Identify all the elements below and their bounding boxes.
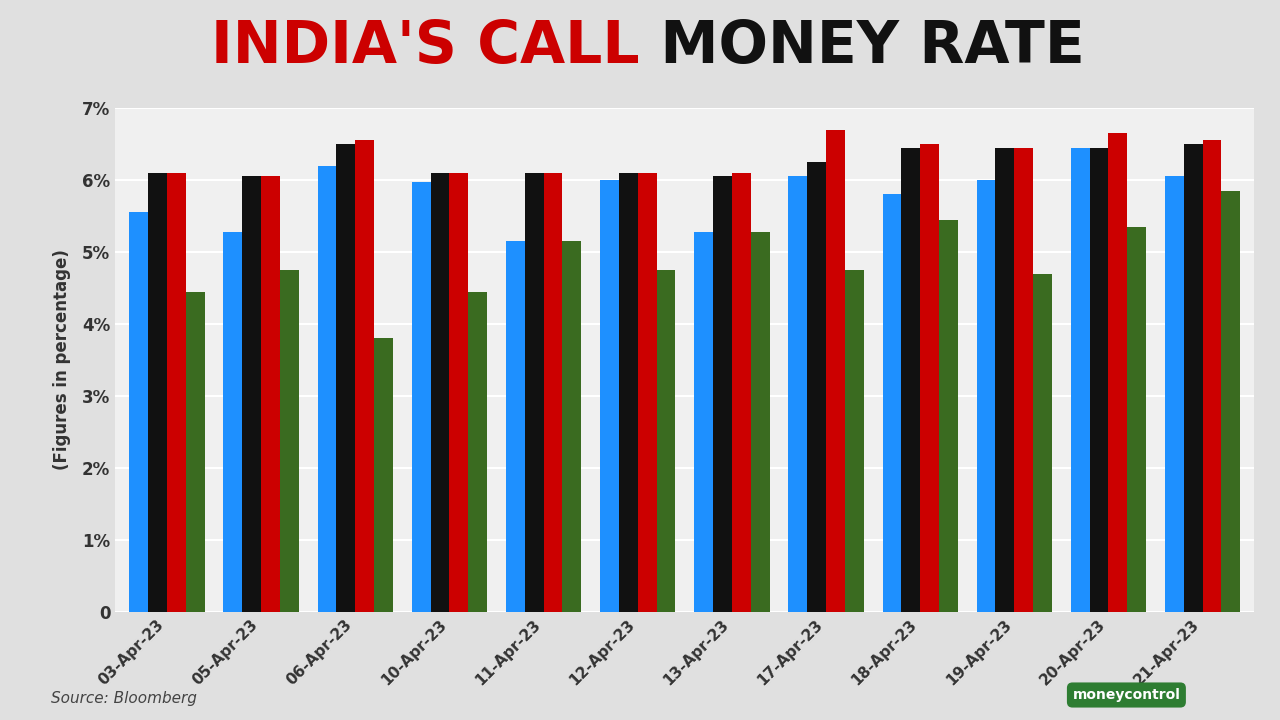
Bar xyxy=(713,176,732,612)
Bar xyxy=(1221,191,1240,612)
Bar xyxy=(901,148,920,612)
Bar xyxy=(1089,148,1108,612)
Bar xyxy=(1184,144,1203,612)
Bar xyxy=(242,176,261,612)
Bar xyxy=(845,270,864,612)
Bar xyxy=(637,173,657,612)
Bar xyxy=(732,173,750,612)
Bar xyxy=(1014,148,1033,612)
Bar xyxy=(468,292,488,612)
Bar xyxy=(1128,227,1146,612)
Bar xyxy=(750,232,769,612)
Bar xyxy=(808,162,826,612)
Bar xyxy=(186,292,205,612)
Bar xyxy=(148,173,166,612)
Bar xyxy=(826,130,845,612)
Bar xyxy=(788,176,808,612)
Bar xyxy=(620,173,637,612)
Bar xyxy=(261,176,280,612)
Bar xyxy=(882,194,901,612)
Y-axis label: (Figures in percentage): (Figures in percentage) xyxy=(52,250,70,470)
Bar xyxy=(317,166,337,612)
Bar xyxy=(1203,140,1221,612)
Bar xyxy=(506,241,525,612)
Bar xyxy=(920,144,940,612)
Bar xyxy=(224,232,242,612)
Bar xyxy=(280,270,298,612)
Text: moneycontrol: moneycontrol xyxy=(1073,688,1180,702)
Bar xyxy=(694,232,713,612)
Bar xyxy=(544,173,562,612)
Text: Source: Bloomberg: Source: Bloomberg xyxy=(51,690,197,706)
Bar xyxy=(1071,148,1089,612)
Bar xyxy=(356,140,374,612)
Bar xyxy=(940,220,957,612)
Text: INDIA'S CALL: INDIA'S CALL xyxy=(211,18,640,76)
Bar xyxy=(374,338,393,612)
Bar xyxy=(996,148,1014,612)
Bar xyxy=(166,173,186,612)
Bar xyxy=(562,241,581,612)
Bar xyxy=(657,270,676,612)
Text: MONEY RATE: MONEY RATE xyxy=(640,18,1084,76)
Bar xyxy=(1108,133,1128,612)
Bar xyxy=(412,182,430,612)
Bar xyxy=(1033,274,1052,612)
Bar xyxy=(337,144,356,612)
Bar xyxy=(1165,176,1184,612)
Bar xyxy=(525,173,544,612)
Bar xyxy=(129,212,148,612)
Bar xyxy=(977,180,996,612)
Bar xyxy=(449,173,468,612)
Bar xyxy=(600,180,620,612)
Bar xyxy=(430,173,449,612)
